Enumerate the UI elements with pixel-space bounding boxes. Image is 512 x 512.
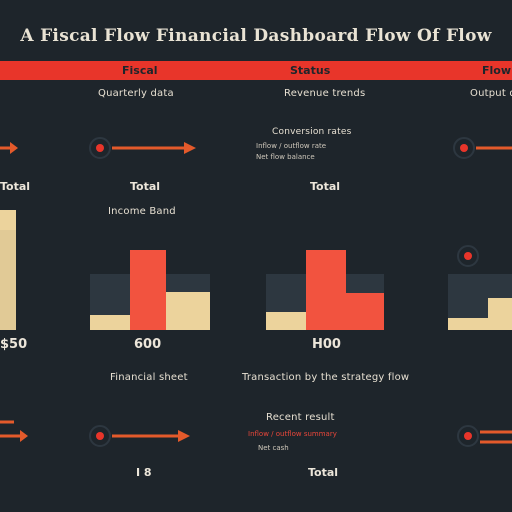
chart4-bar-b	[488, 298, 512, 330]
row1-note-line-2: Net flow balance	[256, 153, 315, 161]
row3-caption-1: Financial sheet	[110, 372, 188, 383]
row3-note-line-2: Net cash	[258, 444, 289, 452]
row1-note-line-1: Inflow / outflow rate	[256, 142, 327, 150]
row2-label-2: Total	[130, 180, 161, 193]
section-band	[0, 61, 512, 80]
chart3-bar-b	[306, 250, 346, 330]
row1-caption-1: Quarterly data	[98, 88, 174, 99]
row1-note-title: Conversion rates	[272, 127, 352, 137]
section-label-2: Status	[290, 64, 331, 77]
row1-caption-3: Output data	[470, 88, 512, 99]
chart3-bar-c	[346, 293, 384, 330]
row2-section-title: Income Band	[108, 206, 176, 217]
row1-caption-2: Revenue trends	[284, 88, 366, 99]
arrow-icon-row1-left	[0, 142, 18, 154]
chart-1	[0, 210, 16, 330]
chart2-bar-a	[90, 315, 130, 330]
chart2-bar-b	[130, 250, 166, 330]
row2-label-3: Total	[310, 180, 341, 193]
row3-label-2: Total	[308, 466, 339, 479]
section-label-1: Fiscal	[122, 64, 158, 77]
row2-label-1: Total	[0, 180, 31, 193]
row3-note-title: Recent result	[266, 412, 335, 423]
chart-4	[448, 245, 512, 330]
row3-note-line-1: Inflow / outflow summary	[248, 430, 337, 438]
row3-caption-2: Transaction by the strategy flow	[242, 372, 410, 383]
arrow-icon-row1-right	[453, 137, 512, 159]
chart-3	[266, 250, 384, 330]
chart3-bar-a	[266, 312, 306, 330]
chart4-bar-a	[448, 318, 488, 330]
arrow-icon-row3-right	[457, 425, 512, 447]
row2-value-1: $50	[0, 337, 28, 352]
arrow-icon-row3-left	[0, 420, 28, 442]
page-title: A Fiscal Flow Financial Dashboard Flow O…	[20, 26, 492, 46]
row2-value-2: 600	[134, 337, 162, 352]
section-label-3: Flow	[482, 64, 512, 77]
arrow-icon-row1-mid	[89, 137, 196, 159]
row2-value-3: H00	[312, 337, 341, 352]
arrow-icon-row3-mid	[89, 425, 190, 447]
row3-label-1: I 8	[136, 466, 152, 479]
chart-2	[90, 250, 210, 330]
chart2-bar-c	[166, 292, 210, 330]
